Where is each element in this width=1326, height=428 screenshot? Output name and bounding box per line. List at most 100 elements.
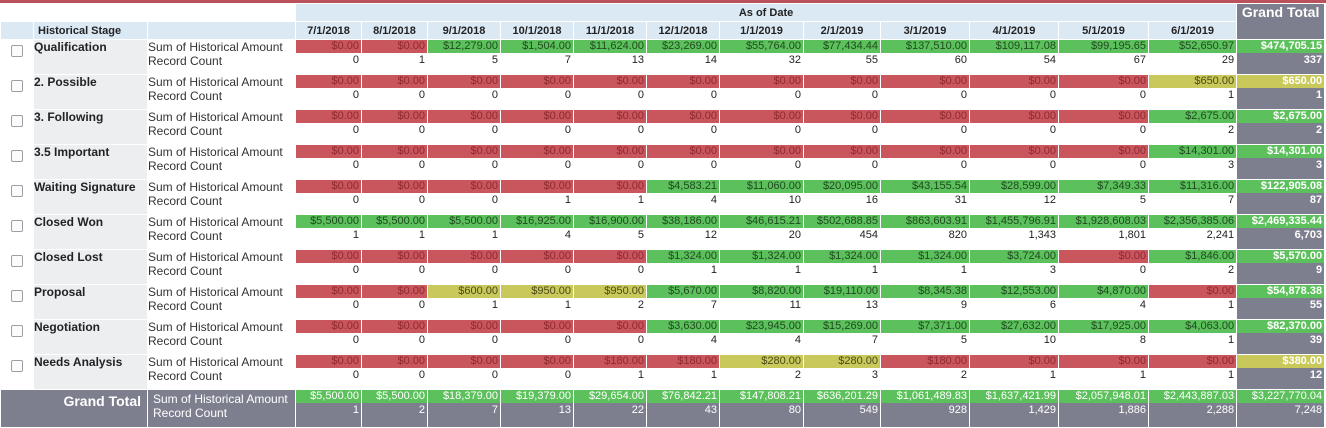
record-count-value: 0 [710,89,717,101]
stage-name[interactable]: 3. Following [33,109,148,145]
date-column-header[interactable]: 2/1/2019 [803,21,881,40]
amount-value: $82,370.00 [1237,320,1324,333]
sum-label: Sum of Historical Amount [148,320,283,335]
row-checkbox[interactable] [11,185,23,197]
value-cell: $0.00 0 [719,144,804,180]
row-checkbox[interactable] [11,115,23,127]
date-column-header[interactable]: 3/1/2019 [880,21,970,40]
stage-name[interactable]: Needs Analysis [33,354,148,390]
amount-value: $0.00 [720,75,803,88]
row-checkbox[interactable] [11,150,23,162]
date-column-header[interactable]: 8/1/2018 [361,21,428,40]
value-cell: $1,846.00 2 [1147,249,1238,285]
record-count-value: 0 [794,124,801,136]
date-column-header[interactable]: 7/1/2018 [295,21,362,40]
record-count-value: 0 [352,264,359,276]
value-cell: $0.00 0 [803,74,881,110]
value-cell: $15,269.00 7 [803,319,881,355]
date-column-header[interactable]: 4/1/2019 [969,21,1059,40]
amount-value: $8,345.38 [881,285,969,298]
record-count-value: 0 [1139,264,1146,276]
row-checkbox[interactable] [11,255,23,267]
value-cell: $0.00 0 [500,109,574,145]
record-count-value: 0 [1049,124,1056,136]
sum-label: Sum of Historical Amount [148,355,283,370]
record-count-value: 0 [491,264,498,276]
stage-name[interactable]: Qualification [33,39,148,75]
record-count-value: 2 [418,404,425,416]
measure-labels: Sum of Historical Amount Record Count [147,109,296,145]
date-column-header[interactable]: 12/1/2018 [646,21,720,40]
as-of-date-header[interactable]: As of Date [294,3,1238,22]
value-cell: $0.00 0 [573,109,647,145]
value-cell: $3,630.00 4 [646,319,720,355]
header-blank-labels [147,3,296,22]
value-cell: $2,675.00 2 [1147,109,1238,145]
amount-value: $1,324.00 [647,250,719,263]
measure-labels: Sum of Historical Amount Record Count [147,39,296,75]
amount-value: $77,434.44 [804,40,880,53]
header-blank-stage [33,3,148,22]
historical-stage-header[interactable]: Historical Stage [33,21,148,40]
value-cell: $0.00 0 [427,354,501,390]
grand-total-label: Grand Total [0,389,148,428]
value-cell: $0.00 0 [1058,144,1149,180]
date-column-header[interactable]: 10/1/2018 [500,21,574,40]
record-count-value: 0 [710,159,717,171]
value-cell: $280.00 3 [803,354,881,390]
amount-value: $3,227,770.04 [1237,390,1324,403]
row-grand-total-cell: $122,905.08 87 [1236,179,1326,215]
value-cell: $0.00 0 [646,74,720,110]
record-count-value: 0 [794,89,801,101]
amount-value: $0.00 [1059,355,1148,368]
row-grand-total-cell: $2,675.00 2 [1236,109,1326,145]
stage-name[interactable]: Negotiation [33,319,148,355]
record-count-value: 1 [794,264,801,276]
measure-labels: Sum of Historical Amount Record Count [147,319,296,355]
record-count-value: 0 [960,124,967,136]
stage-name[interactable]: Waiting Signature [33,179,148,215]
value-cell: $0.00 0 [427,319,501,355]
amount-value: $5,570.00 [1237,250,1324,263]
record-count-value: 0 [352,299,359,311]
date-column-header[interactable]: 6/1/2019 [1147,21,1238,40]
record-count-value: 0 [491,194,498,206]
stage-name[interactable]: Proposal [33,284,148,320]
date-column-header[interactable]: 1/1/2019 [719,21,804,40]
value-cell: $5,500.00 1 [295,389,362,428]
record-count-value: 13 [631,54,644,66]
stage-name[interactable]: 2. Possible [33,74,148,110]
record-count-value: 12 [1309,369,1323,381]
value-cell: $77,434.44 55 [803,39,881,75]
value-cell: $8,345.38 9 [880,284,970,320]
row-checkbox[interactable] [11,360,23,372]
record-count-value: 0 [418,194,425,206]
grand-total-column-header[interactable]: Grand Total [1236,3,1326,40]
record-count-value: 820 [948,229,967,241]
top-accent-bar [0,0,1326,3]
row-checkbox[interactable] [11,45,23,57]
amount-value: $0.00 [804,110,880,123]
date-column-header[interactable]: 5/1/2019 [1058,21,1149,40]
record-count-value: 7 [871,334,878,346]
row-checkbox[interactable] [11,80,23,92]
amount-value: $0.00 [881,145,969,158]
date-column-header[interactable]: 9/1/2018 [427,21,501,40]
date-column-header[interactable]: 11/1/2018 [573,21,647,40]
record-count-value: 0 [418,264,425,276]
record-count-value: 39 [1309,334,1323,346]
value-cell: $2,057,948.01 1,886 [1058,389,1149,428]
amount-value: $0.00 [362,75,427,88]
stage-name[interactable]: Closed Lost [33,249,148,285]
row-checkbox[interactable] [11,220,23,232]
stage-name[interactable]: 3.5 Important [33,144,148,180]
record-count-value: 1 [564,299,571,311]
stage-name[interactable]: Closed Won [33,214,148,250]
count-label: Record Count [148,89,223,103]
row-checkbox[interactable] [11,290,23,302]
record-count-value: 0 [564,264,571,276]
amount-value: $11,060.00 [720,180,803,193]
count-label: Record Count [148,229,223,243]
value-cell: $0.00 0 [500,354,574,390]
row-checkbox[interactable] [11,325,23,337]
